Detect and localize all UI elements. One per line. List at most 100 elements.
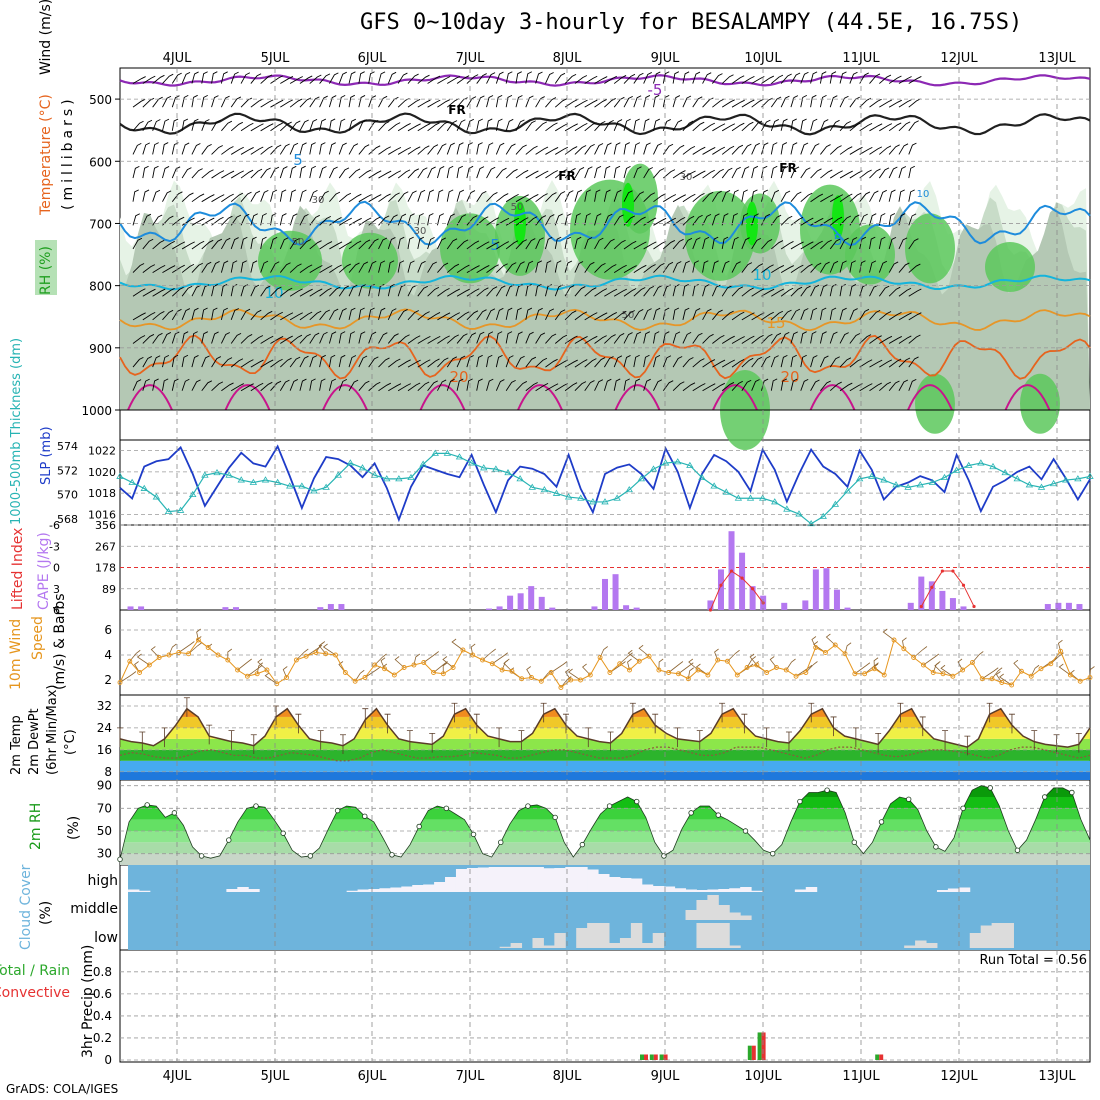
ylabel-part: (°C) [63, 729, 78, 755]
wind-barb [378, 283, 385, 297]
wind-barb [319, 118, 327, 131]
wind-barb [466, 74, 479, 84]
wind-barb [672, 356, 683, 368]
contour-label: -5 [648, 81, 663, 99]
wind-barb [761, 311, 774, 321]
cape-bar [1076, 604, 1083, 610]
wind-barb [240, 97, 253, 108]
wind-barb [751, 189, 758, 202]
wind-barb [908, 213, 917, 226]
wind-barb [741, 237, 750, 250]
wind-barb [433, 661, 448, 673]
wind-barb [162, 378, 169, 391]
temp-ylabel: 2m Temp 2m DewPt (6hr Min/Max) (°C) [9, 685, 78, 775]
wind-barb [437, 237, 446, 250]
wind-barb [250, 335, 264, 344]
wind-barb [800, 378, 809, 391]
wind-barb [319, 190, 329, 202]
wind-barb [541, 669, 553, 682]
wind-barb [584, 189, 591, 202]
wind-barb [662, 307, 670, 320]
wind-barb [662, 169, 676, 179]
thickness-point [855, 475, 864, 482]
rh-point [280, 830, 286, 836]
day-label-bottom: 6JUL [358, 1069, 388, 1084]
wind-barb [446, 356, 458, 368]
minmax-bar [942, 730, 949, 750]
wind-barb [387, 237, 396, 250]
wind-barb [162, 118, 170, 131]
wind-barb [780, 95, 790, 108]
wind-barb [839, 71, 847, 84]
wind-barb [211, 307, 218, 320]
wind-barb [769, 656, 777, 668]
wind-barb [368, 194, 382, 203]
wind-speed-point [646, 653, 652, 659]
wind-barb [181, 331, 189, 344]
contour-25 [809, 384, 856, 411]
wind-barb [152, 288, 166, 297]
contour-label: 30 [312, 195, 325, 206]
wind-barb [299, 355, 309, 368]
wind-barb [780, 190, 791, 202]
wind-barb [898, 335, 912, 344]
wind-barb [250, 359, 264, 368]
minmax-bar [117, 727, 123, 748]
wind-barb [888, 189, 896, 202]
wind-barb [201, 119, 210, 131]
wind-barb [358, 239, 371, 250]
wind-barb [604, 264, 617, 273]
wind-barb [682, 260, 690, 273]
wind-barb [132, 189, 139, 202]
wind-barb [888, 122, 902, 132]
wind-barb [869, 335, 882, 344]
wind-barb [309, 288, 323, 297]
wind-barb [849, 237, 858, 250]
rh-point [389, 852, 395, 858]
y-tick-label: 0.4 [93, 1009, 112, 1023]
wind-barb [142, 165, 149, 179]
wind-barb [682, 307, 690, 320]
wind-barb [142, 334, 155, 344]
day-label-top: 11JUL [842, 51, 880, 66]
li-point [708, 608, 713, 612]
wind-barb [466, 118, 475, 131]
wind-barb [437, 287, 450, 297]
wind-barb [731, 213, 738, 226]
y-tick-label-thickness: 570 [57, 489, 78, 502]
wind-barb [309, 189, 318, 202]
wind-barb [466, 332, 477, 344]
wind-barb [289, 189, 297, 202]
rh-point [144, 802, 150, 808]
wind-barb [437, 262, 449, 273]
ylabel-part: Wind (m/s) [38, 0, 54, 75]
wind-barb [574, 261, 584, 273]
wind-barb [574, 286, 586, 297]
wind-barb [305, 644, 323, 657]
wind-barb [407, 260, 415, 273]
cloud-bar [685, 889, 697, 892]
wind-barb [535, 71, 543, 84]
wind-barb [338, 308, 347, 320]
wind-barb [525, 260, 534, 273]
wind-barb [328, 166, 338, 179]
wind-barb [721, 99, 735, 108]
wind-barb [545, 383, 559, 392]
thickness-point [928, 478, 937, 485]
wind-barb [702, 122, 716, 132]
wind-barb [515, 261, 525, 273]
wind-barb [982, 667, 999, 680]
wind-barb [623, 118, 631, 131]
wind-speed-point [401, 665, 407, 670]
wind-barb [873, 657, 879, 669]
minmax-bar [830, 716, 837, 737]
cape-bar [317, 607, 324, 610]
thickness-point [577, 494, 585, 501]
wind-barb [898, 312, 912, 321]
wind-barb [603, 189, 611, 202]
thickness-point [613, 494, 621, 501]
wind-barb [623, 215, 635, 226]
wind-barb [388, 358, 401, 368]
wind-barb [152, 189, 161, 202]
wind-barb [810, 307, 818, 320]
